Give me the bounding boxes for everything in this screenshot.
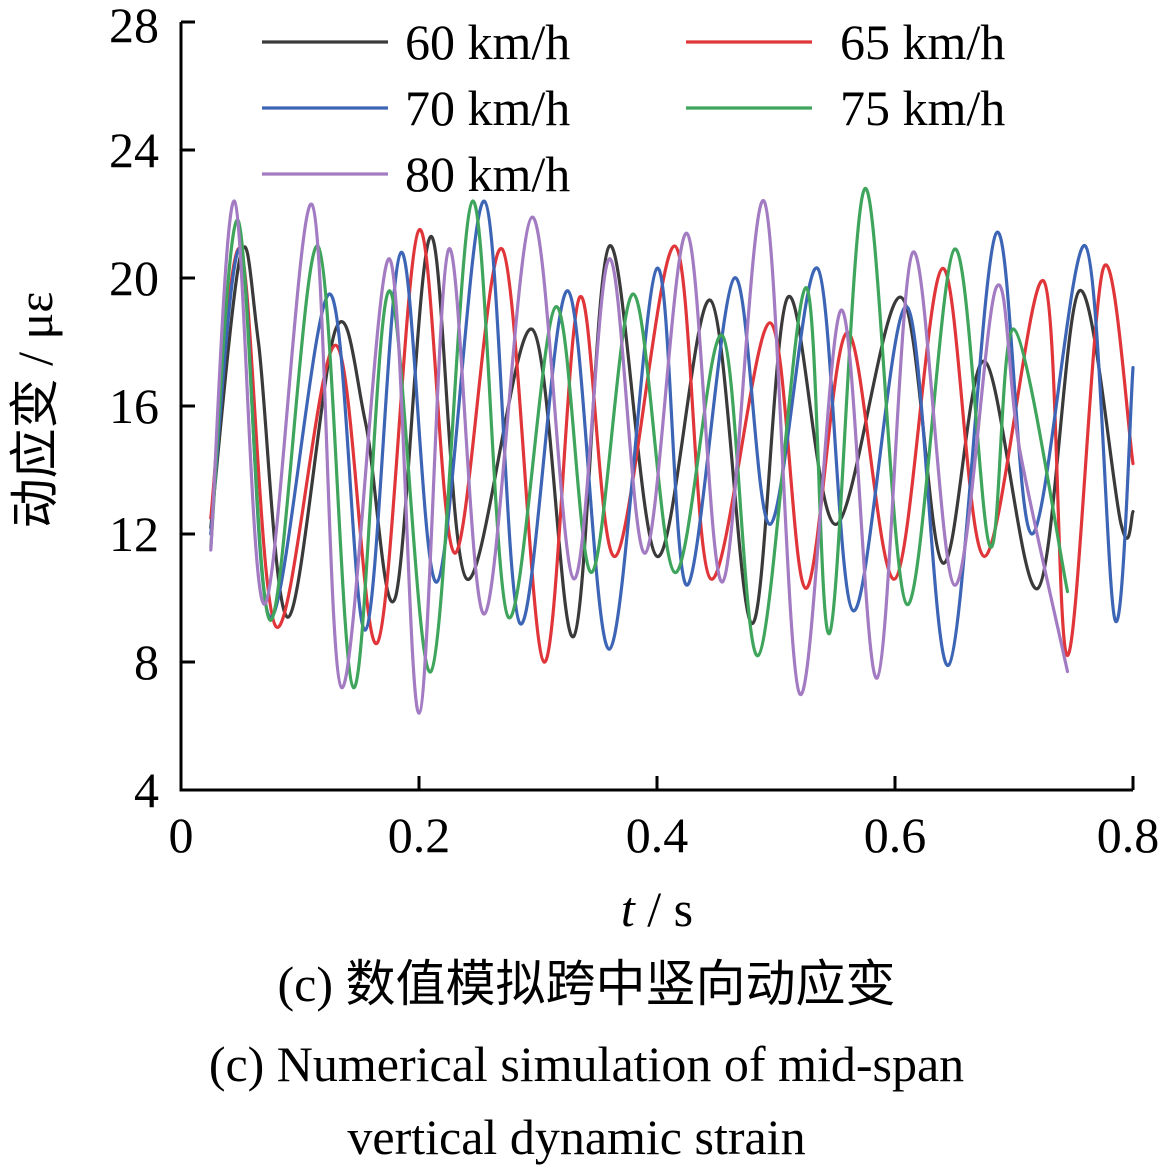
legend-label: 80 km/h: [405, 146, 570, 202]
legend-label: 70 km/h: [405, 80, 570, 136]
series-line-70-km-h: [209, 199, 1135, 667]
y-tick-label: 20: [109, 250, 159, 306]
axes-layer: 0 0.2 0.4 0.6 0.8 4 8 12 16 20 24 28: [109, 0, 1159, 863]
x-tick-label: 0.8: [1097, 807, 1160, 863]
legend-item: 80 km/h: [262, 146, 570, 202]
x-tick-label: 0.4: [626, 807, 689, 863]
legend-item: 60 km/h: [262, 14, 570, 70]
x-tick-label: 0.6: [864, 807, 927, 863]
legend-label: 65 km/h: [840, 14, 1005, 70]
series-layer: [209, 186, 1135, 715]
y-tick-label: 28: [109, 0, 159, 53]
x-axis-unit: / s: [635, 881, 693, 937]
series-line-60-km-h: [209, 234, 1135, 639]
y-axis-title: 动应变 / με: [7, 292, 63, 529]
y-tick-label: 12: [109, 506, 159, 562]
y-tick-label: 4: [134, 762, 159, 818]
x-axis-variable: t: [621, 881, 636, 937]
legend-label: 60 km/h: [405, 14, 570, 70]
caption-en-line2: vertical dynamic strain: [347, 1109, 806, 1165]
caption-cn: (c) 数值模拟跨中竖向动应变: [277, 956, 896, 1012]
x-axis-title: t / s: [621, 881, 693, 937]
legend-label: 75 km/h: [840, 80, 1005, 136]
series-line-80-km-h: [209, 199, 1070, 715]
x-tick-label: 0.2: [388, 807, 451, 863]
chart: 0 0.2 0.4 0.6 0.8 4 8 12 16 20 24 28 60 km/h 65 km/h…: [7, 0, 1159, 937]
legend-item: 65 km/h: [686, 14, 1005, 70]
y-tick-label: 24: [109, 122, 159, 178]
y-tick-label: 16: [109, 378, 159, 434]
legend-item: 75 km/h: [686, 80, 1005, 136]
caption-en-line1: (c) Numerical simulation of mid-span: [208, 1036, 965, 1092]
legend-item: 70 km/h: [262, 80, 570, 136]
x-tick-label: 0: [169, 807, 194, 863]
y-tick-label: 8: [134, 634, 159, 690]
legend: 60 km/h 65 km/h 70 km/h 75 km/h 80 km/h: [262, 14, 1005, 202]
